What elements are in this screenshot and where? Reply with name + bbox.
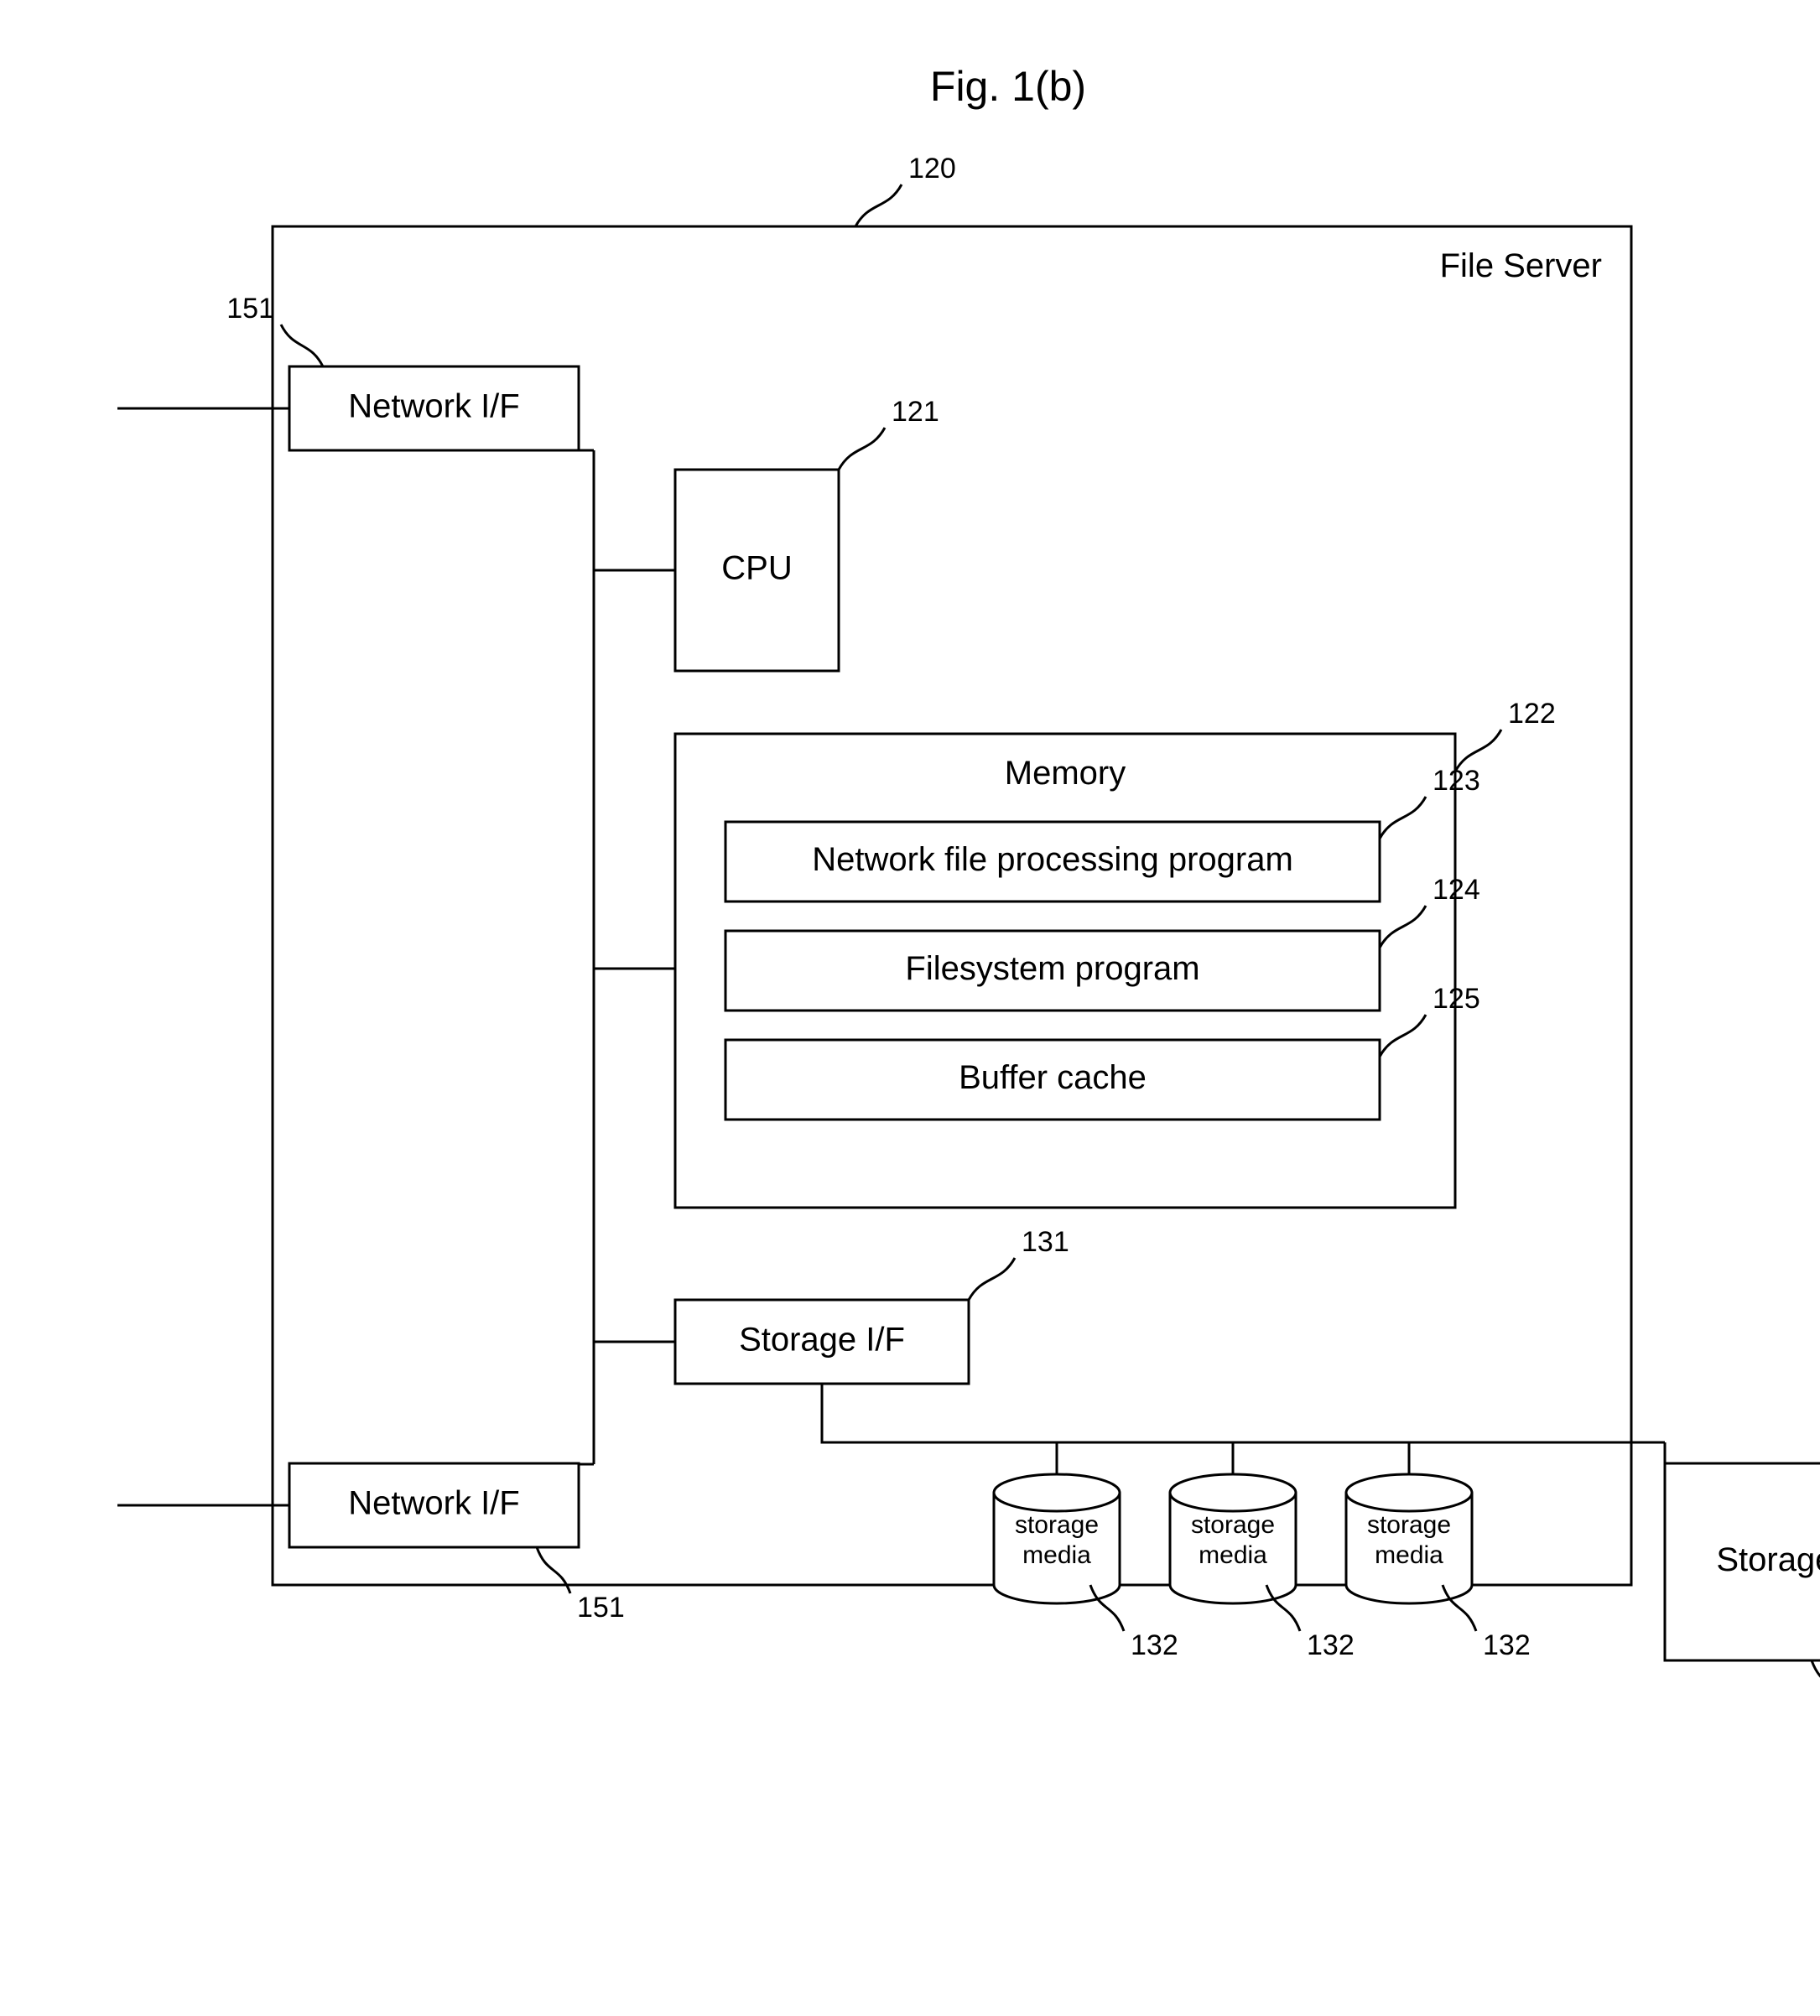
storage-media-label-bot-2: media: [1375, 1541, 1443, 1569]
storage_if-label: Storage I/F: [739, 1322, 905, 1359]
ref-num-storage_if: 131: [1022, 1226, 1069, 1258]
fsp-label: Filesystem program: [905, 950, 1199, 987]
ref-num-cyl_c: 132: [1483, 1629, 1531, 1661]
ref-num-memory: 122: [1508, 698, 1556, 730]
ref-num-file_server: 120: [908, 153, 956, 184]
nfpp-label: Network file processing program: [812, 841, 1293, 878]
ref-num-cyl_b: 132: [1307, 1629, 1355, 1661]
buffer-label: Buffer cache: [959, 1059, 1147, 1096]
storage-media-top-1: [1170, 1474, 1296, 1511]
ref-num-nfpp: 123: [1433, 765, 1480, 797]
storage-media-label-top-1: storage: [1191, 1511, 1275, 1539]
memory-label: Memory: [1005, 755, 1126, 792]
storage-media-label-bot-0: media: [1022, 1541, 1091, 1569]
storage-media-top-0: [994, 1474, 1120, 1511]
ref-num-nif_bot: 151: [577, 1592, 625, 1624]
storage_array-label: Storage array: [1716, 1541, 1820, 1578]
figure-title: Fig. 1(b): [930, 63, 1086, 110]
ref-num-nif_top: 151: [226, 293, 274, 325]
file-server-label: File Server: [1440, 247, 1602, 284]
storage-media-label-bot-1: media: [1199, 1541, 1267, 1569]
network_if_top-label: Network I/F: [348, 388, 519, 425]
ref-num-cpu: 121: [892, 396, 939, 428]
ref-num-buffer: 125: [1433, 983, 1480, 1015]
ref-num-fsp: 124: [1433, 874, 1480, 906]
ref-num-cyl_a: 132: [1131, 1629, 1178, 1661]
ref-lead-storage_array: [1812, 1660, 1820, 1707]
ref-lead-file_server: [855, 184, 902, 226]
storage-media-top-2: [1346, 1474, 1472, 1511]
storage-media-label-top-0: storage: [1015, 1511, 1099, 1539]
cpu-label: CPU: [721, 550, 792, 587]
storage-media-label-top-2: storage: [1367, 1511, 1451, 1539]
network_if_bot-label: Network I/F: [348, 1485, 519, 1522]
